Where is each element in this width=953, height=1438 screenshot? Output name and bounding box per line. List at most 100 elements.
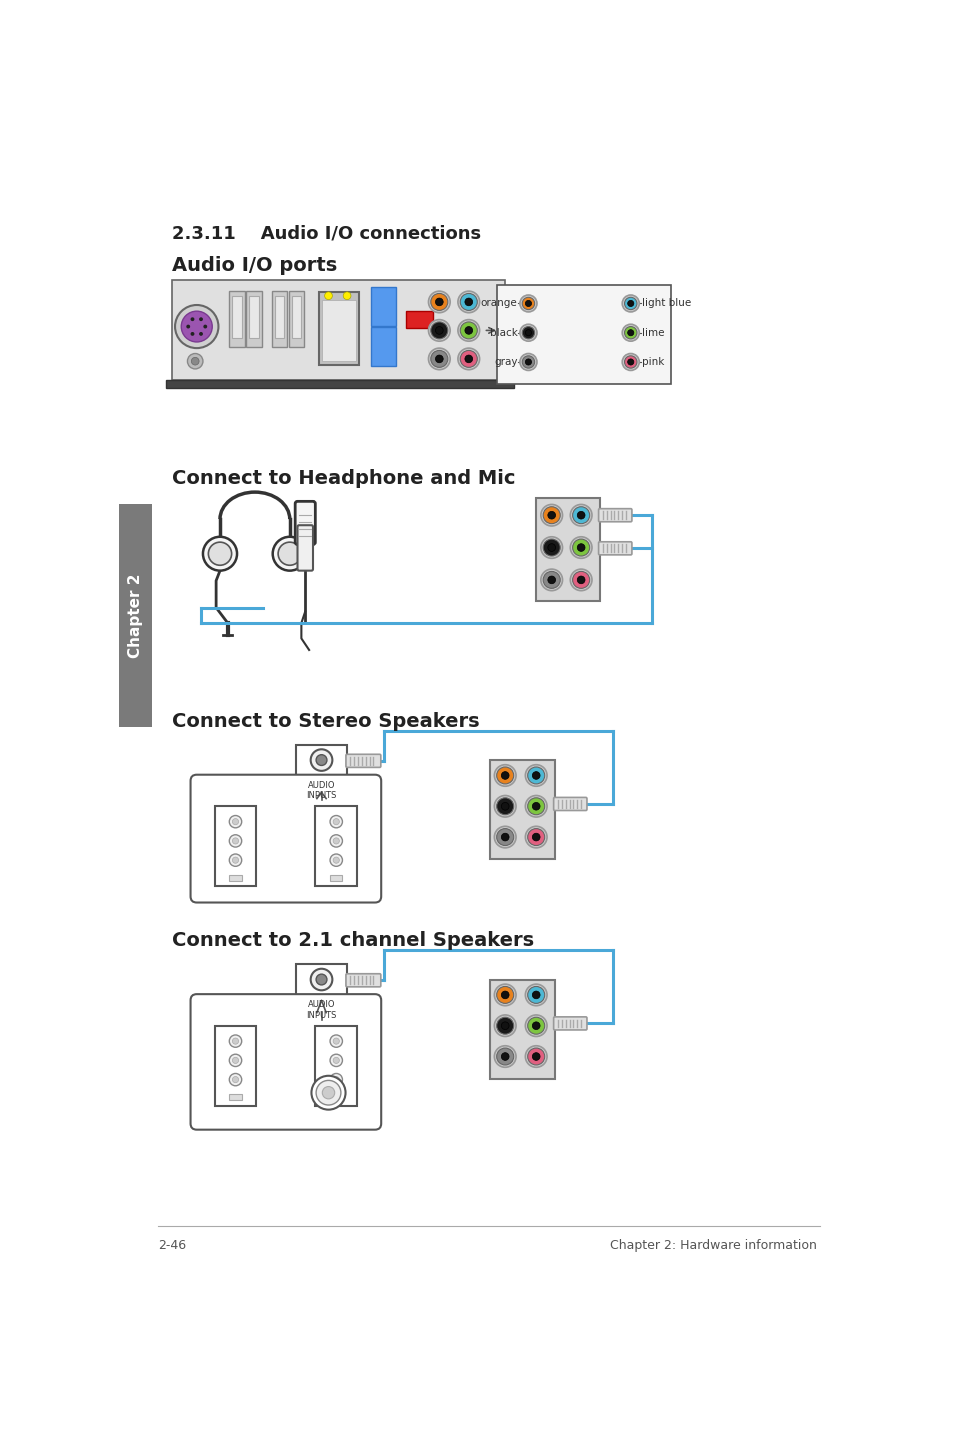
Circle shape (324, 292, 332, 299)
Circle shape (624, 355, 637, 368)
Circle shape (187, 354, 203, 370)
Circle shape (330, 835, 342, 847)
Text: Audio I/O ports: Audio I/O ports (172, 256, 336, 275)
Circle shape (435, 326, 443, 334)
Text: 2-46: 2-46 (158, 1240, 186, 1252)
FancyBboxPatch shape (553, 1017, 586, 1030)
Circle shape (192, 358, 199, 365)
Circle shape (435, 298, 443, 306)
Text: Connect to Headphone and Mic: Connect to Headphone and Mic (172, 469, 515, 487)
Circle shape (540, 569, 562, 591)
Circle shape (311, 969, 332, 991)
Circle shape (547, 577, 555, 584)
FancyBboxPatch shape (289, 290, 304, 347)
FancyBboxPatch shape (371, 328, 395, 365)
Circle shape (542, 571, 559, 588)
Circle shape (547, 544, 555, 551)
Circle shape (333, 838, 339, 844)
Circle shape (577, 512, 584, 519)
Circle shape (494, 795, 516, 817)
Circle shape (624, 298, 637, 309)
Circle shape (572, 539, 589, 557)
Circle shape (311, 1076, 345, 1110)
Circle shape (229, 815, 241, 828)
Circle shape (191, 318, 194, 321)
FancyBboxPatch shape (536, 499, 599, 601)
FancyBboxPatch shape (214, 807, 256, 886)
Circle shape (627, 360, 633, 365)
Circle shape (199, 332, 203, 336)
Circle shape (311, 749, 332, 771)
Text: orange: orange (480, 299, 517, 309)
FancyBboxPatch shape (497, 285, 670, 384)
Circle shape (494, 984, 516, 1005)
Circle shape (624, 326, 637, 339)
FancyBboxPatch shape (233, 296, 241, 338)
FancyBboxPatch shape (489, 761, 555, 860)
Circle shape (229, 1035, 241, 1047)
Circle shape (525, 984, 546, 1005)
FancyBboxPatch shape (371, 288, 395, 326)
Circle shape (229, 1054, 241, 1067)
Circle shape (570, 569, 592, 591)
Circle shape (532, 991, 539, 999)
Circle shape (500, 772, 509, 779)
Circle shape (527, 828, 544, 846)
Circle shape (457, 348, 479, 370)
Text: AUDIO
INPUTS: AUDIO INPUTS (306, 1001, 336, 1020)
FancyBboxPatch shape (229, 1094, 241, 1100)
Circle shape (527, 986, 544, 1004)
FancyBboxPatch shape (322, 299, 356, 361)
Circle shape (621, 354, 639, 371)
Circle shape (519, 324, 537, 341)
Circle shape (330, 854, 342, 866)
Circle shape (459, 293, 476, 311)
Circle shape (532, 802, 539, 810)
FancyBboxPatch shape (489, 979, 555, 1078)
Circle shape (278, 542, 301, 565)
Circle shape (457, 290, 479, 312)
Circle shape (233, 857, 238, 863)
Text: 2.3.11    Audio I/O connections: 2.3.11 Audio I/O connections (172, 224, 480, 243)
Circle shape (315, 755, 327, 765)
FancyBboxPatch shape (406, 311, 433, 328)
Circle shape (343, 292, 351, 299)
Circle shape (525, 360, 531, 365)
Circle shape (572, 506, 589, 523)
Circle shape (494, 827, 516, 848)
Circle shape (229, 854, 241, 866)
Circle shape (431, 293, 447, 311)
FancyBboxPatch shape (295, 963, 347, 1021)
Circle shape (621, 295, 639, 312)
Text: Chapter 2: Hardware information: Chapter 2: Hardware information (609, 1240, 816, 1252)
Circle shape (428, 319, 450, 341)
FancyBboxPatch shape (292, 296, 301, 338)
Circle shape (333, 818, 339, 825)
FancyBboxPatch shape (295, 745, 347, 801)
Circle shape (435, 355, 443, 362)
Circle shape (540, 536, 562, 558)
Circle shape (570, 505, 592, 526)
Text: AUDIO
INPUTS: AUDIO INPUTS (306, 781, 336, 801)
Circle shape (572, 571, 589, 588)
Circle shape (199, 318, 203, 321)
Circle shape (521, 298, 534, 309)
Circle shape (500, 991, 509, 999)
Circle shape (330, 1054, 342, 1067)
Circle shape (315, 1080, 340, 1104)
Circle shape (208, 542, 232, 565)
Circle shape (273, 536, 307, 571)
Circle shape (333, 1038, 339, 1044)
Circle shape (532, 1053, 539, 1060)
Circle shape (233, 1057, 238, 1064)
Circle shape (627, 301, 633, 306)
Circle shape (542, 506, 559, 523)
Circle shape (464, 355, 472, 362)
Circle shape (497, 1017, 513, 1034)
FancyBboxPatch shape (172, 280, 505, 381)
Circle shape (464, 326, 472, 334)
FancyBboxPatch shape (191, 775, 381, 903)
Circle shape (203, 536, 236, 571)
FancyBboxPatch shape (272, 290, 287, 347)
Circle shape (322, 1087, 335, 1099)
